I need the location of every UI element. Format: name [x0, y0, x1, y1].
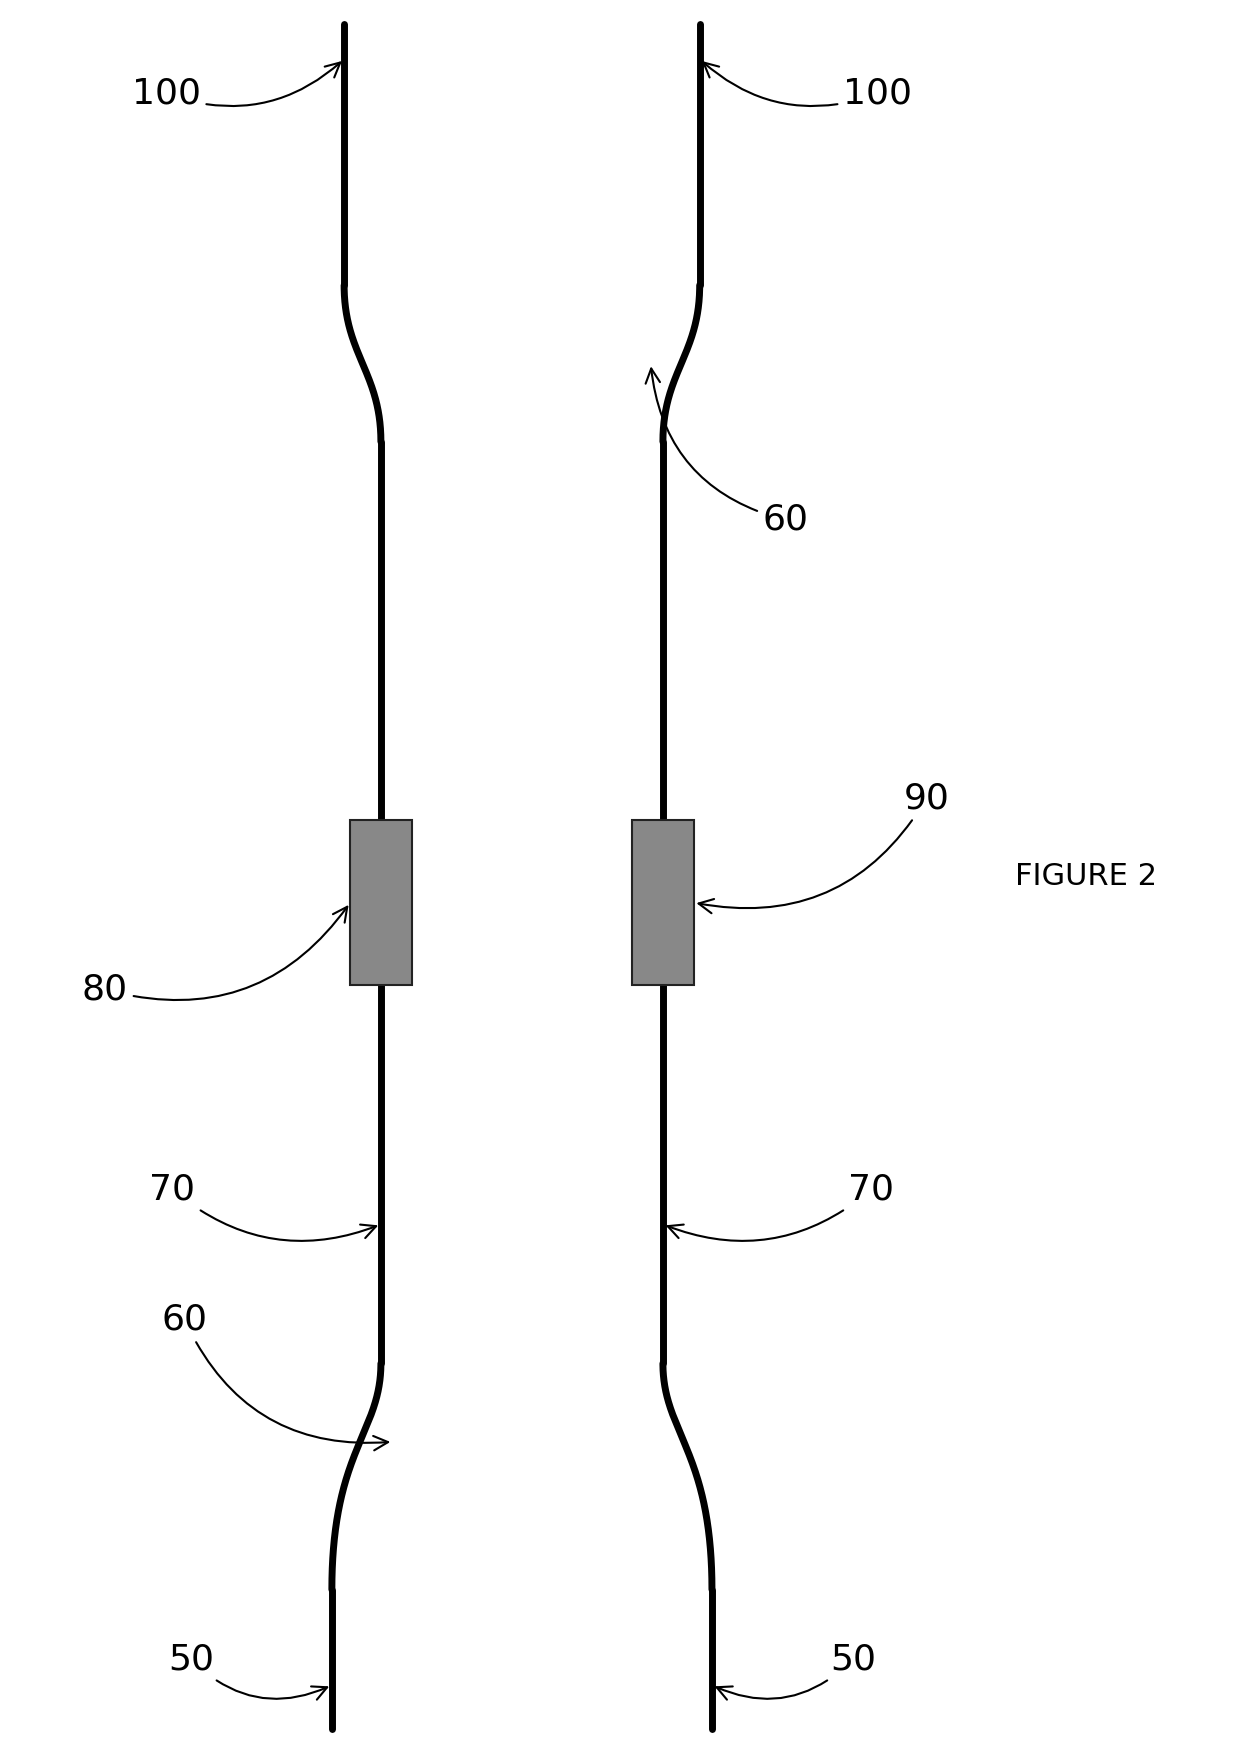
Text: 50: 50 [717, 1643, 875, 1700]
Text: FIGURE 2: FIGURE 2 [1014, 862, 1157, 891]
Text: 60: 60 [161, 1302, 388, 1450]
Text: 80: 80 [82, 906, 347, 1006]
Text: 70: 70 [667, 1173, 894, 1241]
Text: 100: 100 [131, 63, 340, 110]
Text: 100: 100 [703, 63, 911, 110]
Text: 90: 90 [698, 782, 950, 913]
Text: 70: 70 [150, 1173, 376, 1241]
Bar [632, 820, 693, 985]
Bar [350, 820, 412, 985]
Text: 60: 60 [646, 368, 808, 536]
Text: 50: 50 [167, 1643, 327, 1700]
